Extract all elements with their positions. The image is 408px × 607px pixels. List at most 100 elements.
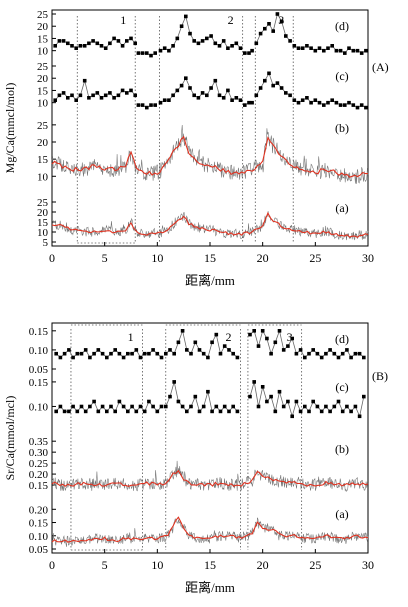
series-line	[294, 45, 367, 54]
y-tick-label: 25	[37, 197, 49, 209]
x-tick-label: 25	[309, 558, 321, 572]
data-point	[57, 39, 62, 43]
data-point	[214, 404, 219, 409]
panel-label: (B)	[372, 369, 388, 383]
series-line	[294, 97, 367, 109]
data-point	[311, 399, 315, 404]
data-point	[149, 53, 153, 58]
data-point	[116, 39, 121, 43]
data-point	[277, 389, 282, 394]
data-point	[328, 409, 332, 414]
data-point	[269, 351, 273, 356]
data-point	[248, 394, 252, 399]
data-point	[205, 36, 209, 41]
data-point	[234, 96, 239, 100]
data-point	[263, 78, 267, 83]
subpanel-label: (c)	[335, 380, 348, 394]
data-point	[116, 93, 121, 98]
data-point	[288, 93, 292, 98]
data-point	[226, 46, 230, 50]
data-point	[345, 348, 349, 352]
data-point	[231, 404, 235, 409]
data-point	[248, 332, 252, 337]
series-line	[255, 12, 291, 44]
y-tick-label: 10	[37, 227, 49, 239]
data-point	[305, 44, 309, 48]
data-point	[210, 409, 214, 414]
data-point	[294, 399, 299, 404]
data-point	[88, 404, 92, 409]
y-tick-label: 0.15	[29, 518, 49, 530]
data-point	[113, 348, 117, 352]
data-point	[62, 409, 67, 414]
data-point	[222, 344, 227, 348]
data-point	[100, 351, 105, 356]
data-point	[82, 78, 87, 83]
data-point	[351, 48, 356, 53]
data-point	[260, 385, 265, 389]
data-point	[230, 44, 234, 48]
data-point	[200, 91, 205, 95]
data-point	[307, 351, 311, 356]
data-point	[158, 100, 163, 105]
data-point	[54, 351, 58, 356]
data-point	[243, 103, 247, 107]
data-point	[87, 41, 91, 46]
data-point	[130, 404, 134, 409]
data-point	[193, 394, 198, 399]
data-point	[130, 351, 134, 356]
data-point	[134, 409, 139, 414]
data-point	[147, 351, 151, 356]
y-tick-label: 25	[37, 9, 49, 21]
data-point	[197, 348, 202, 352]
data-point	[189, 404, 193, 409]
data-point	[226, 88, 230, 93]
smoothed-trend-line	[51, 135, 368, 178]
data-point	[235, 409, 240, 414]
data-point	[221, 96, 226, 100]
data-point	[61, 39, 66, 43]
data-point	[162, 46, 167, 50]
zone-label: 1	[120, 13, 126, 27]
data-point	[79, 404, 84, 409]
data-point	[322, 48, 326, 53]
data-point	[129, 36, 133, 41]
data-point	[162, 98, 167, 102]
data-point	[180, 404, 185, 409]
data-point	[184, 14, 188, 19]
data-point	[61, 91, 66, 95]
data-point	[300, 98, 305, 102]
zone-label: 2	[226, 330, 232, 344]
data-point	[164, 351, 168, 356]
data-point	[235, 355, 240, 360]
data-point	[334, 48, 339, 53]
data-point	[313, 98, 318, 102]
data-point	[340, 351, 345, 356]
data-point	[92, 351, 96, 356]
data-point	[267, 71, 271, 76]
data-point	[96, 409, 101, 414]
data-point	[142, 409, 147, 414]
data-point	[53, 98, 57, 102]
data-point	[78, 44, 83, 48]
data-point	[176, 399, 181, 404]
y-tick-label: 0.20	[29, 504, 49, 516]
data-point	[209, 86, 213, 90]
data-point	[121, 404, 126, 409]
data-point	[357, 414, 362, 419]
data-point	[319, 355, 324, 360]
data-point	[66, 41, 70, 46]
panel-label: (A)	[372, 60, 389, 74]
data-point	[292, 98, 297, 102]
data-point	[155, 351, 160, 356]
data-point	[345, 404, 349, 409]
data-point	[112, 36, 116, 41]
data-point	[286, 399, 290, 404]
data-point	[338, 48, 343, 53]
data-point	[231, 351, 235, 356]
series-line	[165, 381, 238, 413]
data-point	[288, 39, 292, 43]
data-point	[99, 44, 104, 48]
y-tick-label: 25	[37, 61, 49, 73]
data-point	[258, 31, 263, 36]
